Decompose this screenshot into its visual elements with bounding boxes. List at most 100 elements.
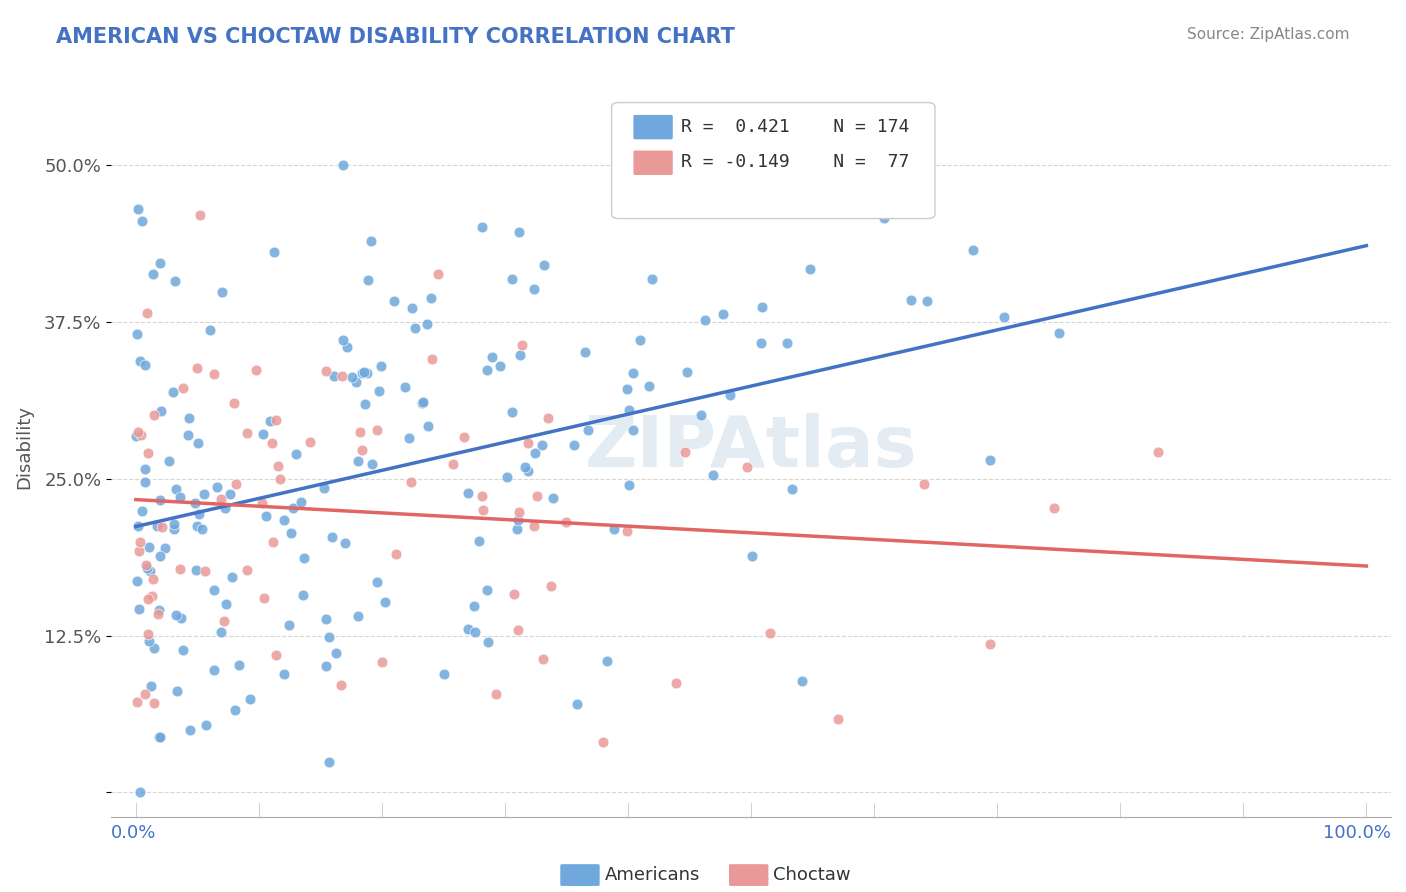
- Point: [463, 599, 485, 613]
- Point: [562, 437, 585, 451]
- Point: [1147, 445, 1170, 459]
- Point: [259, 414, 281, 428]
- Point: [283, 500, 305, 515]
- Point: [188, 208, 211, 222]
- Point: [780, 482, 803, 496]
- Point: [146, 518, 169, 533]
- Point: [333, 535, 356, 549]
- Point: [165, 274, 187, 288]
- Point: [299, 435, 322, 450]
- Point: [262, 534, 284, 549]
- Point: [453, 430, 475, 444]
- Point: [385, 547, 408, 561]
- Point: [239, 691, 262, 706]
- Point: [433, 667, 456, 681]
- Point: [735, 460, 758, 475]
- Point: [292, 550, 315, 565]
- Point: [412, 395, 434, 409]
- Point: [477, 583, 499, 598]
- Point: [574, 344, 596, 359]
- Point: [501, 404, 523, 418]
- Point: [318, 630, 340, 644]
- Point: [202, 664, 225, 678]
- Point: [263, 244, 285, 259]
- Point: [228, 657, 250, 672]
- Point: [366, 423, 388, 437]
- Point: [179, 723, 201, 738]
- Point: [592, 735, 614, 749]
- Point: [184, 563, 207, 577]
- Point: [194, 564, 217, 578]
- Point: [186, 518, 208, 533]
- Point: [508, 225, 530, 239]
- Point: [312, 481, 335, 495]
- Point: [205, 480, 228, 494]
- Point: [172, 643, 194, 657]
- Point: [142, 408, 165, 422]
- Point: [291, 588, 314, 602]
- Point: [131, 503, 153, 517]
- Point: [366, 575, 388, 590]
- Point: [136, 627, 159, 641]
- Point: [148, 730, 170, 744]
- Point: [150, 520, 173, 534]
- Point: [215, 597, 238, 611]
- Point: [471, 490, 494, 504]
- Point: [162, 384, 184, 399]
- Point: [349, 425, 371, 439]
- Point: [457, 623, 479, 637]
- Point: [170, 611, 193, 625]
- Point: [508, 505, 530, 519]
- Point: [149, 404, 172, 418]
- Point: [330, 368, 353, 383]
- Point: [441, 457, 464, 471]
- Point: [142, 572, 165, 586]
- Point: [254, 508, 277, 523]
- Point: [346, 454, 368, 468]
- Point: [169, 562, 191, 576]
- Point: [873, 211, 896, 225]
- Point: [128, 544, 150, 558]
- Point: [526, 489, 548, 503]
- Point: [411, 396, 433, 410]
- Point: [382, 293, 405, 308]
- Point: [322, 368, 344, 383]
- Point: [792, 673, 814, 688]
- Point: [350, 367, 373, 381]
- Point: [218, 487, 240, 501]
- Point: [128, 354, 150, 368]
- Point: [1049, 326, 1071, 340]
- Point: [190, 522, 212, 536]
- Text: ZIPAtlas: ZIPAtlas: [585, 413, 918, 482]
- Point: [531, 651, 554, 665]
- Point: [827, 712, 849, 726]
- Point: [398, 431, 420, 445]
- Point: [125, 428, 148, 442]
- Point: [350, 442, 373, 457]
- Point: [464, 624, 486, 639]
- Point: [162, 517, 184, 532]
- Point: [148, 603, 170, 617]
- Point: [360, 234, 382, 248]
- Point: [555, 515, 578, 529]
- Point: [506, 513, 529, 527]
- Point: [979, 453, 1001, 467]
- Point: [495, 470, 517, 484]
- Point: [138, 564, 160, 578]
- Point: [353, 397, 375, 411]
- Point: [131, 214, 153, 228]
- Point: [641, 272, 664, 286]
- Point: [162, 522, 184, 536]
- Point: [172, 382, 194, 396]
- Point: [360, 457, 382, 471]
- Point: [138, 633, 160, 648]
- Point: [336, 340, 359, 354]
- Point: [325, 646, 347, 660]
- Point: [136, 446, 159, 460]
- Point: [799, 262, 821, 277]
- Point: [394, 380, 416, 394]
- Point: [321, 530, 343, 544]
- Point: [357, 273, 380, 287]
- Point: [225, 476, 247, 491]
- Point: [344, 375, 367, 389]
